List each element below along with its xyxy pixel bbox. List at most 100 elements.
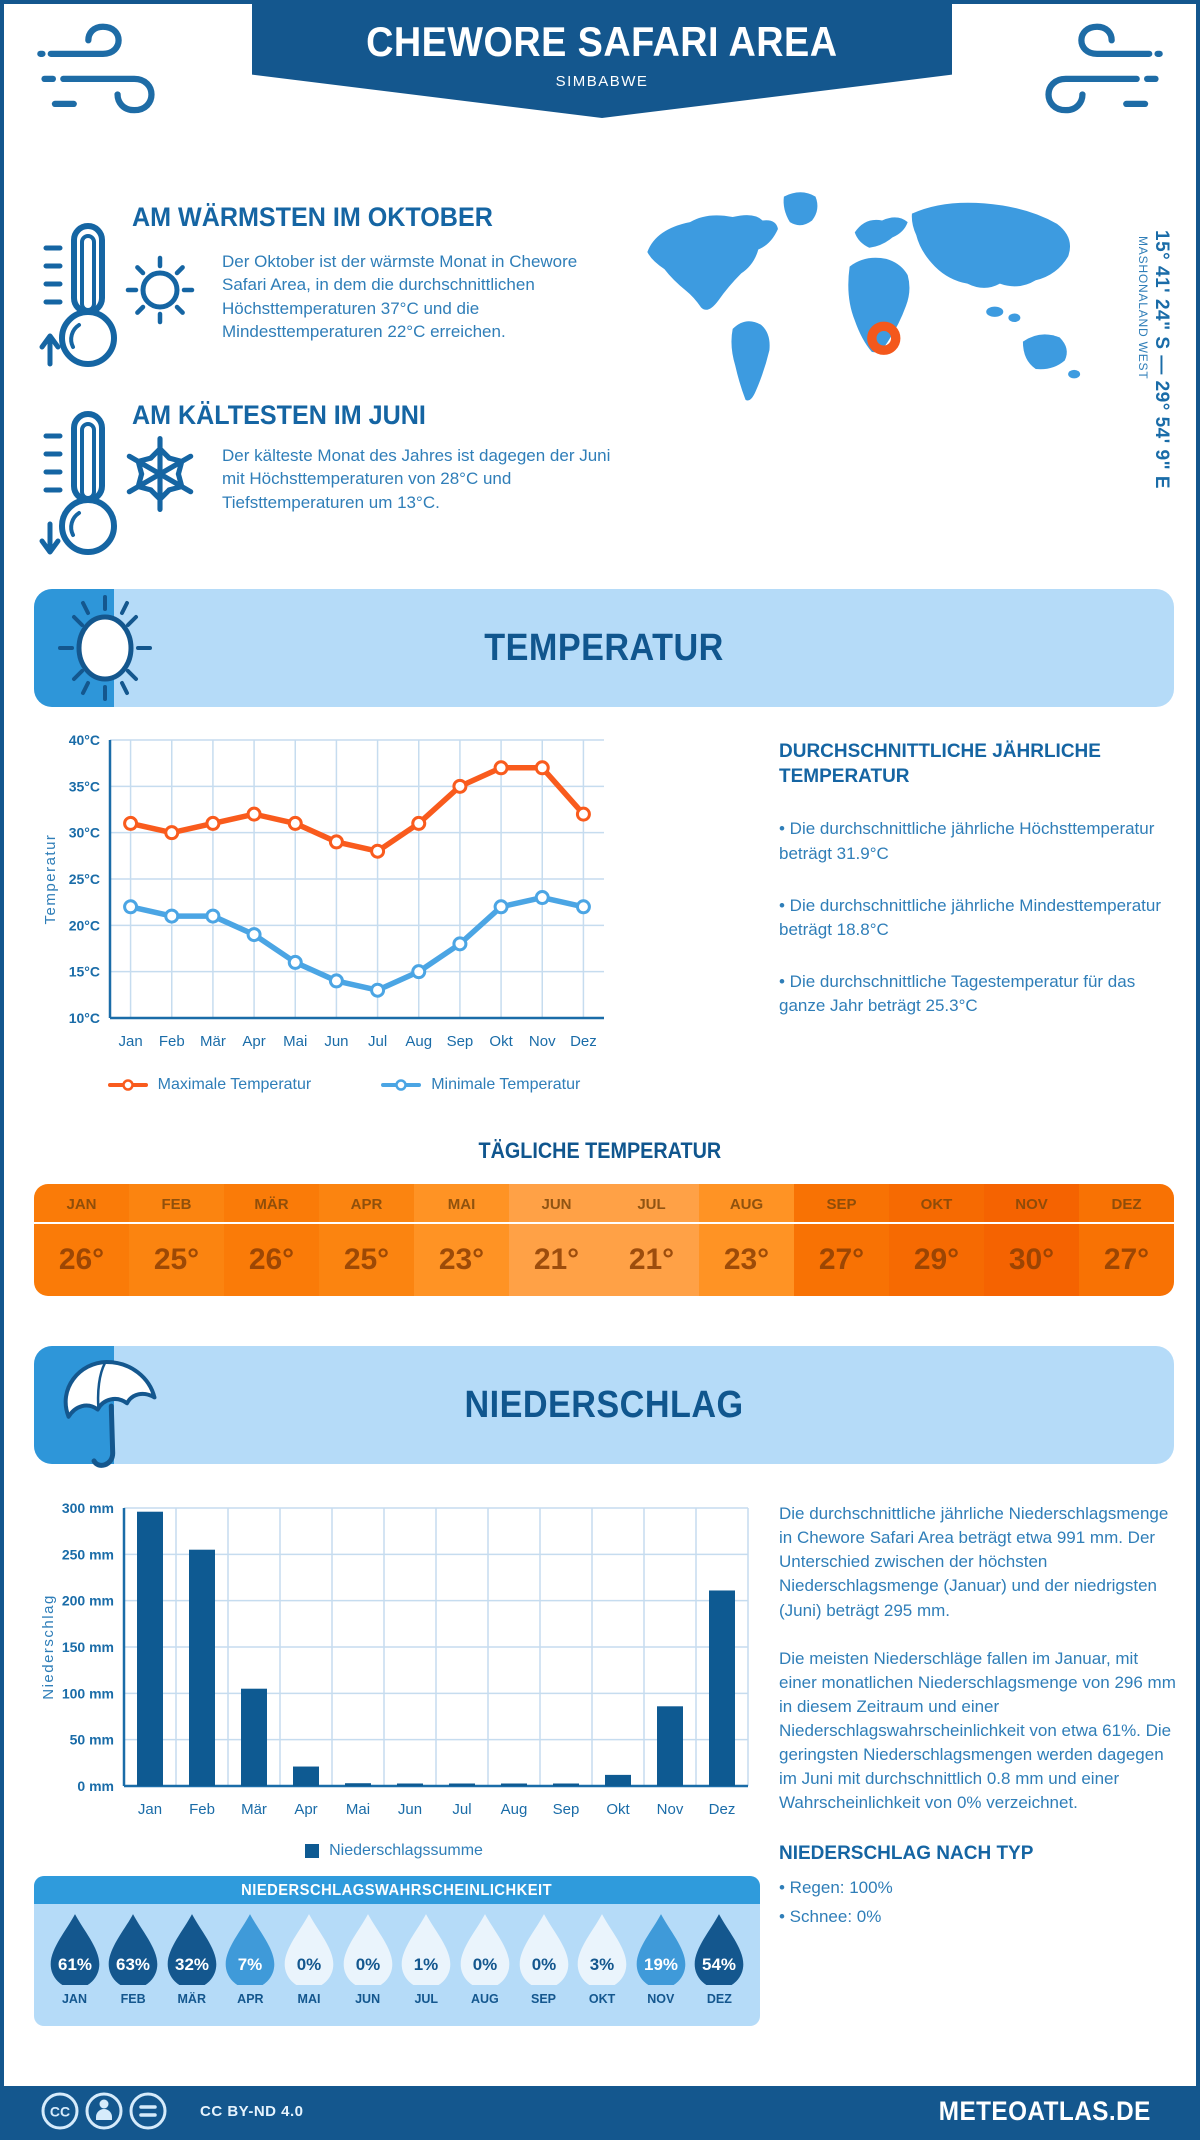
svg-text:0%: 0% [473,1955,497,1974]
svg-text:Nov: Nov [529,1033,556,1050]
annual-temp-bullet: • Die durchschnittliche Tagestemperatur … [779,971,1136,1015]
precip-type-rain: • Regen: 100% [779,1878,893,1898]
precipitation-legend: Niederschlagssumme [64,1842,724,1860]
svg-text:Aug: Aug [501,1801,528,1818]
daily-temp-month: APR [319,1184,414,1224]
precipitation-bar-chart: 0 mm 50 mm 100 mm 150 mm 200 mm 250 mm 300 mm J… [40,1500,749,1818]
probability-droplet-cell: 61% JAN [46,1911,103,2006]
svg-text:25°C: 25°C [69,871,100,887]
precipitation-section-banner: NIEDERSCHLAG [34,1346,1174,1468]
droplet-icon: 0% [343,1914,392,1989]
probability-droplet-cell: 0% AUG [456,1911,513,2006]
daily-temp-month: JUL [604,1184,699,1224]
probability-droplet-cell: 63% FEB [105,1911,162,2006]
svg-text:Okt: Okt [489,1033,513,1050]
daily-temp-value: 29° [913,1243,960,1276]
svg-text:Apr: Apr [294,1801,317,1818]
svg-text:150 mm: 150 mm [62,1639,114,1655]
svg-text:Jun: Jun [398,1801,422,1818]
svg-text:Feb: Feb [189,1801,215,1818]
svg-text:300 mm: 300 mm [62,1500,114,1516]
droplet-icon: 3% [577,1914,627,1989]
svg-text:32%: 32% [175,1955,209,1974]
probability-droplet-cell: 1% JUL [398,1911,455,2006]
svg-text:Sep: Sep [447,1033,474,1050]
daily-temp-cell: DEZ 27° [1079,1184,1174,1296]
probability-droplet-cell: 3% OKT [574,1911,631,2006]
probability-droplet-cell: 0% SEP [515,1911,572,2006]
probability-month-label: JUL [414,1992,439,2006]
droplet-icon: 7% [226,1914,275,1989]
svg-text:40°C: 40°C [69,732,100,748]
svg-text:Jan: Jan [118,1033,142,1050]
svg-text:15°C: 15°C [69,964,100,980]
temperature-line-chart: 10°C 15°C 20°C 25°C 30°C 35°C 40°C Jan Feb Mär Apr… [42,732,604,1050]
droplet-icon: 54% [695,1914,744,1989]
coldest-title: AM KÄLTESTEN IM JUNI [132,400,426,430]
daily-temp-cell: AUG 23° [699,1184,794,1296]
world-map [647,192,1081,401]
svg-text:Okt: Okt [606,1801,630,1818]
precip-probability-heading: NIEDERSCHLAGSWAHRSCHEINLICHKEIT [34,1876,760,1904]
svg-text:Apr: Apr [242,1033,265,1050]
probability-droplet-cell: 0% JUN [339,1911,396,2006]
svg-text:63%: 63% [116,1955,150,1974]
droplet-icon: 63% [108,1914,158,1989]
wind-icon [1045,23,1163,114]
warmest-title: AM WÄRMSTEN IM OKTOBER [132,202,493,232]
page-subtitle: SIMBABWE [555,73,649,90]
svg-text:61%: 61% [58,1955,92,1974]
svg-text:Dez: Dez [709,1801,736,1818]
svg-text:0 mm: 0 mm [77,1778,114,1794]
daily-temp-value: 21° [533,1243,580,1276]
daily-temp-month: MAI [414,1184,509,1224]
footer-site-link[interactable]: METEOATLAS.DE [938,2095,1151,2126]
droplet-icon: 1% [401,1914,451,1989]
daily-temp-value: 23° [723,1243,770,1276]
svg-text:CC: CC [50,2104,70,2120]
coordinates-text: 15° 41' 24" S — 29° 54' 9" E [1151,230,1172,490]
svg-text:Mai: Mai [346,1801,370,1818]
license-text: CC BY-ND 4.0 [200,2102,304,2120]
svg-text:30°C: 30°C [69,825,100,841]
svg-text:Jun: Jun [324,1033,348,1050]
daily-temp-cell: FEB 25° [129,1184,224,1296]
daily-temp-value: 27° [1103,1243,1150,1276]
svg-text:20°C: 20°C [69,917,100,933]
probability-month-label: NOV [647,1992,675,2006]
daily-temp-cell: APR 25° [319,1184,414,1296]
probability-month-label: OKT [588,1992,616,2006]
precipitation-section-title: NIEDERSCHLAG [464,1383,744,1426]
temperature-section-banner: TEMPERATUR [34,589,1174,707]
svg-text:10°C: 10°C [69,1010,100,1026]
svg-text:Sep: Sep [553,1801,580,1818]
snowflake-icon [126,436,194,512]
legend-item: Niederschlagssumme [305,1842,483,1860]
thermometer-up-icon [39,223,117,367]
svg-text:50 mm: 50 mm [70,1732,114,1748]
svg-text:0%: 0% [531,1955,555,1974]
daily-temp-cell: JUN 21° [509,1184,604,1296]
svg-text:Mai: Mai [283,1033,307,1050]
legend-item: Minimale Temperatur [381,1076,580,1094]
daily-temp-cell: MÄR 26° [224,1184,319,1296]
temperature-section-title: TEMPERATUR [484,626,724,669]
daily-temp-month: JAN [34,1184,129,1224]
droplet-icon: 61% [50,1914,99,1989]
probability-month-label: JUN [355,1992,381,2006]
daily-temp-month: OKT [889,1184,984,1224]
droplet-icon: 0% [460,1914,510,1989]
probability-droplet-cell: 0% MAI [281,1911,338,2006]
daily-temp-cell: SEP 27° [794,1184,889,1296]
coordinates-block: 15° 41' 24" S — 29° 54' 9" E MASHONALAND… [1136,230,1172,530]
annual-temperature-panel: DURCHSCHNITTLICHE JÄHRLICHE TEMPERATUR •… [779,740,1177,1018]
daily-temp-value: 26° [58,1243,105,1276]
precipitation-paragraph: Die meisten Niederschläge fallen im Janu… [779,1648,1176,1813]
svg-text:Mär: Mär [200,1033,226,1050]
svg-text:7%: 7% [238,1955,262,1974]
precip-type-snow: • Schnee: 0% [779,1907,882,1927]
umbrella-icon [63,1359,157,1468]
thermometer-down-icon [39,411,117,555]
sun-banner-icon [58,595,152,701]
